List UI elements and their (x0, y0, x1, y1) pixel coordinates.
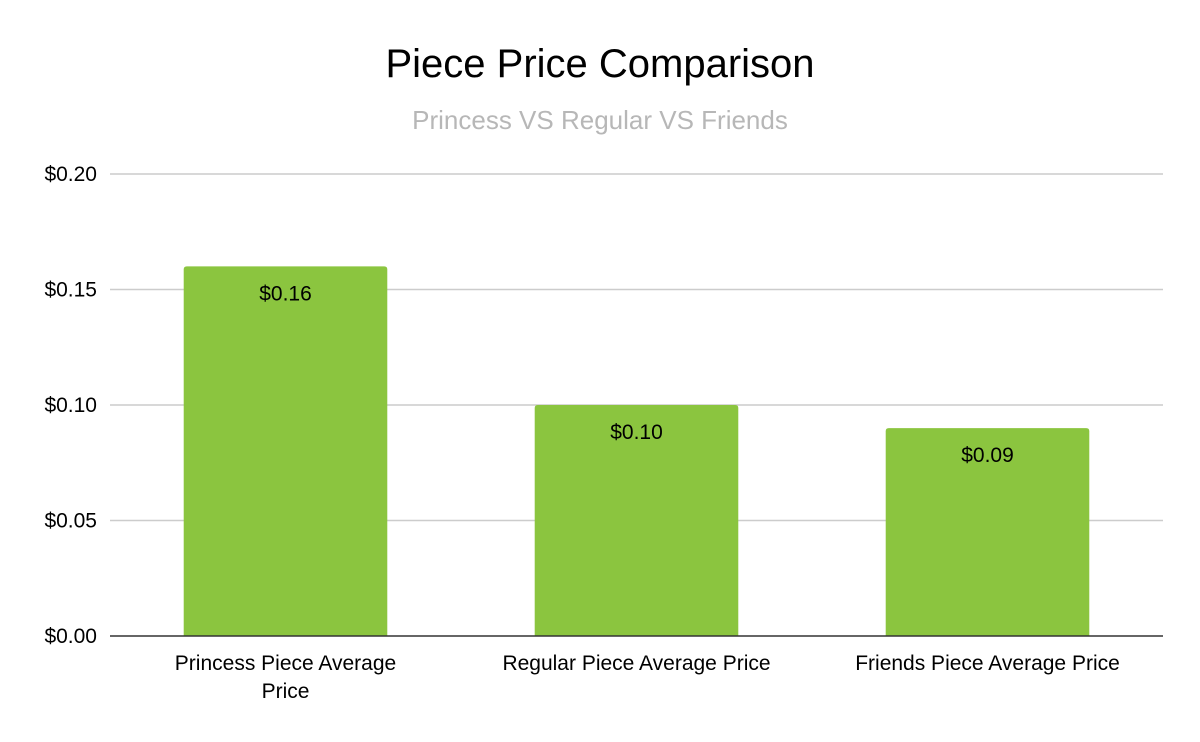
x-category-label-line: Price (262, 680, 310, 703)
bar (183, 266, 388, 636)
y-axis-ticks: $0.00 $0.05 $0.10 $0.15 $0.20 (44, 163, 97, 648)
chart-title: Piece Price Comparison (385, 42, 814, 86)
data-label: $0.16 (259, 282, 312, 305)
data-labels: $0.16 $0.10 $0.09 (259, 282, 1014, 467)
y-tick-label: $0.15 (44, 279, 97, 302)
x-category-label-line: Regular Piece Average Price (502, 652, 770, 675)
x-category-label: Friends Piece Average Price (855, 652, 1120, 675)
data-label: $0.09 (961, 444, 1014, 467)
y-tick-label: $0.05 (44, 510, 97, 533)
bar (534, 405, 739, 636)
x-category-label: Princess Piece Average Price (175, 652, 396, 703)
x-category-label-line: Friends Piece Average Price (855, 652, 1120, 675)
bars (183, 266, 1090, 636)
data-label: $0.10 (610, 421, 663, 444)
bar (885, 428, 1090, 636)
x-category-label: Regular Piece Average Price (502, 652, 770, 675)
x-category-label-line: Princess Piece Average (175, 652, 396, 675)
chart-subtitle: Princess VS Regular VS Friends (412, 105, 788, 135)
y-tick-label: $0.00 (44, 625, 97, 648)
x-axis-categories: Princess Piece Average Price Regular Piece… (175, 652, 1120, 703)
y-tick-label: $0.20 (44, 163, 97, 186)
y-tick-label: $0.10 (44, 394, 97, 417)
